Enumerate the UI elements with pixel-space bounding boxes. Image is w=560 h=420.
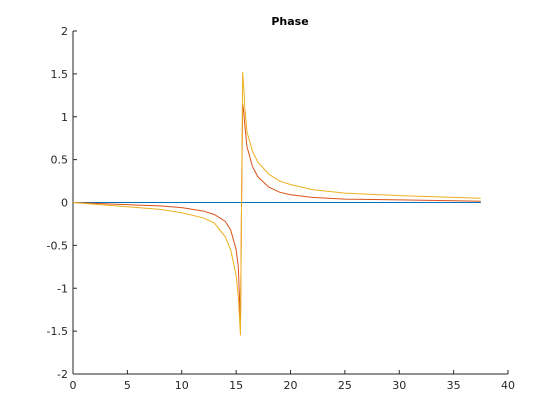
x-tick-label: 40 (501, 379, 515, 392)
axes: 0 5 10 15 20 25 30 35 40 -2 -1.5 -1 -0.5 0 0.5 1 1.5 2 (47, 25, 515, 392)
y-tick-label: 0 (61, 197, 68, 210)
y-tick-label: 1.5 (51, 68, 69, 81)
y-tick-label: 1 (61, 111, 68, 124)
x-tick-label: 5 (124, 379, 131, 392)
x-tick-label: 35 (447, 379, 461, 392)
x-tick-label: 10 (175, 379, 189, 392)
y-tick-label: -0.5 (47, 239, 68, 252)
x-tick-label: 20 (284, 379, 298, 392)
y-tick-label: -2 (57, 368, 68, 381)
series-line-2 (72, 103, 481, 325)
chart-title: Phase (271, 15, 308, 28)
x-tick-label: 30 (392, 379, 406, 392)
x-tick-label: 25 (338, 379, 352, 392)
x-tick-label: 15 (229, 379, 243, 392)
y-tick-label: 0.5 (51, 154, 69, 167)
x-tick-label: 0 (70, 379, 77, 392)
y-tick-label: -1.5 (47, 325, 68, 338)
y-tick-label: 2 (61, 25, 68, 38)
series-layer (72, 72, 481, 336)
y-tick-label: -1 (57, 282, 68, 295)
series-line-3 (72, 72, 481, 336)
